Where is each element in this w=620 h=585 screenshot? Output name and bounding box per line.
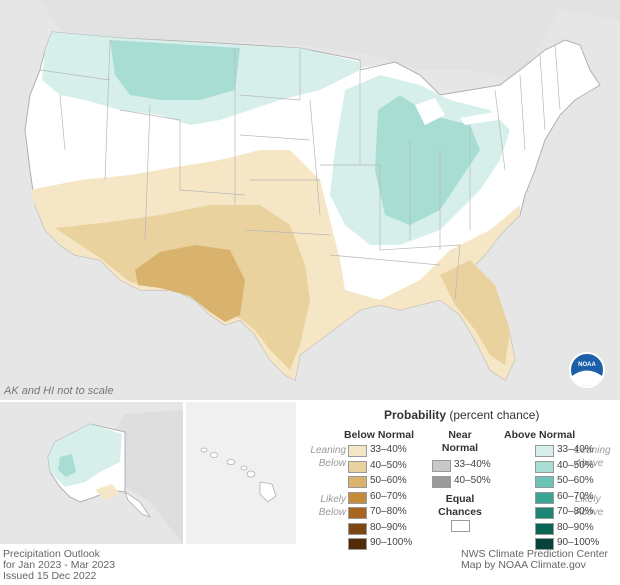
canada-land (0, 0, 620, 80)
above-label-3: 60–70% (557, 490, 594, 502)
above-swatch-6 (535, 538, 554, 550)
near-swatch-1 (432, 475, 451, 488)
above-label-5: 80–90% (557, 521, 594, 533)
above-label-2: 50–60% (557, 475, 594, 486)
noaa-logo: NOAA (569, 352, 605, 388)
near-normal-header: Near Normal (441, 429, 479, 454)
footer-source: NWS Climate Prediction Center (461, 548, 609, 560)
above-label-6: 90–100% (557, 537, 600, 548)
footer-credit: Map by NOAA Climate.gov (461, 559, 586, 571)
lake-erie (460, 112, 498, 125)
above-swatch-5 (535, 522, 554, 535)
legend-title: Probability (percent chance) (384, 408, 539, 422)
footer-title: Precipitation Outlook (3, 548, 100, 560)
leaning-below-label: Leaning Below (310, 445, 346, 469)
alaska-inset (0, 402, 183, 544)
legend-panel: Probability (percent chance) Below Norma… (298, 402, 620, 550)
near-label-1: 40–50% (454, 474, 491, 486)
below-swatch-3 (348, 491, 367, 504)
below-swatch-6 (348, 538, 367, 550)
above-40-50-montana (110, 40, 240, 100)
below-swatch-5 (348, 522, 367, 535)
below-label-2: 50–60% (370, 475, 407, 486)
likely-below-label: Likely Below (318, 494, 346, 518)
footer-issued: Issued 15 Dec 2022 (3, 570, 97, 582)
above-swatch-4 (535, 507, 554, 519)
below-swatch-4 (348, 507, 367, 519)
footer-period: for Jan 2023 - Mar 2023 (3, 559, 116, 571)
legend-title-sub: (percent chance) (449, 408, 540, 422)
footer-left: Precipitation Outlook for Jan 2023 - Mar… (3, 549, 115, 582)
below-label-5: 80–90% (370, 521, 407, 533)
above-normal-header: Above Normal (504, 429, 576, 441)
near-swatch-0 (432, 460, 451, 472)
hawaii-islands (200, 447, 277, 503)
above-swatch-1 (535, 460, 554, 473)
equal-chances-label: Equal Chances (438, 493, 482, 518)
below-50-60-new-mexico (135, 245, 245, 322)
above-label-4: 70–80% (557, 506, 594, 517)
below-swatch-2 (348, 476, 367, 488)
above-label-1: 40–50% (557, 459, 594, 471)
below-swatch-0 (348, 445, 367, 457)
below-normal-header: Below Normal (344, 429, 415, 441)
near-label-0: 33–40% (454, 459, 491, 470)
below-label-3: 60–70% (370, 490, 407, 502)
svg-text:NOAA: NOAA (578, 362, 596, 368)
above-swatch-2 (535, 476, 554, 488)
below-label-0: 33–40% (370, 444, 407, 455)
below-label-6: 90–100% (370, 537, 413, 548)
above-label-0: 33–40% (557, 444, 594, 455)
state-borders (39, 39, 561, 301)
footer-right: NWS Climate Prediction Center Map by NOA… (461, 549, 608, 571)
above-40-50-ohio-valley (375, 95, 480, 225)
alaska-below-33-40 (95, 484, 120, 500)
likely-above-label: Likely Above (575, 494, 604, 518)
lake-huron (415, 98, 445, 125)
above-swatch-0 (535, 445, 554, 457)
leaning-above-label: Leaning Above (575, 445, 611, 469)
conus-map: NOAA (0, 0, 620, 400)
below-40-50-southeast (440, 260, 510, 365)
below-label-1: 40–50% (370, 459, 407, 471)
below-swatch-1 (348, 460, 367, 473)
alaska-above-40-50 (58, 454, 76, 477)
below-label-4: 70–80% (370, 506, 407, 517)
inset-scale-note: AK and HI not to scale (4, 385, 114, 397)
equal-chances-swatch (451, 520, 470, 532)
hawaii-inset (186, 402, 296, 544)
above-swatch-3 (535, 491, 554, 504)
legend-title-main: Probability (384, 408, 447, 422)
